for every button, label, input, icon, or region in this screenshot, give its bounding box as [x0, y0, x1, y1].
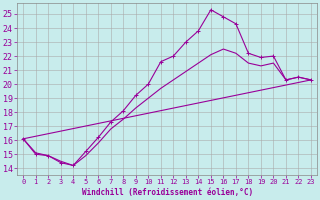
X-axis label: Windchill (Refroidissement éolien,°C): Windchill (Refroidissement éolien,°C): [82, 188, 253, 197]
